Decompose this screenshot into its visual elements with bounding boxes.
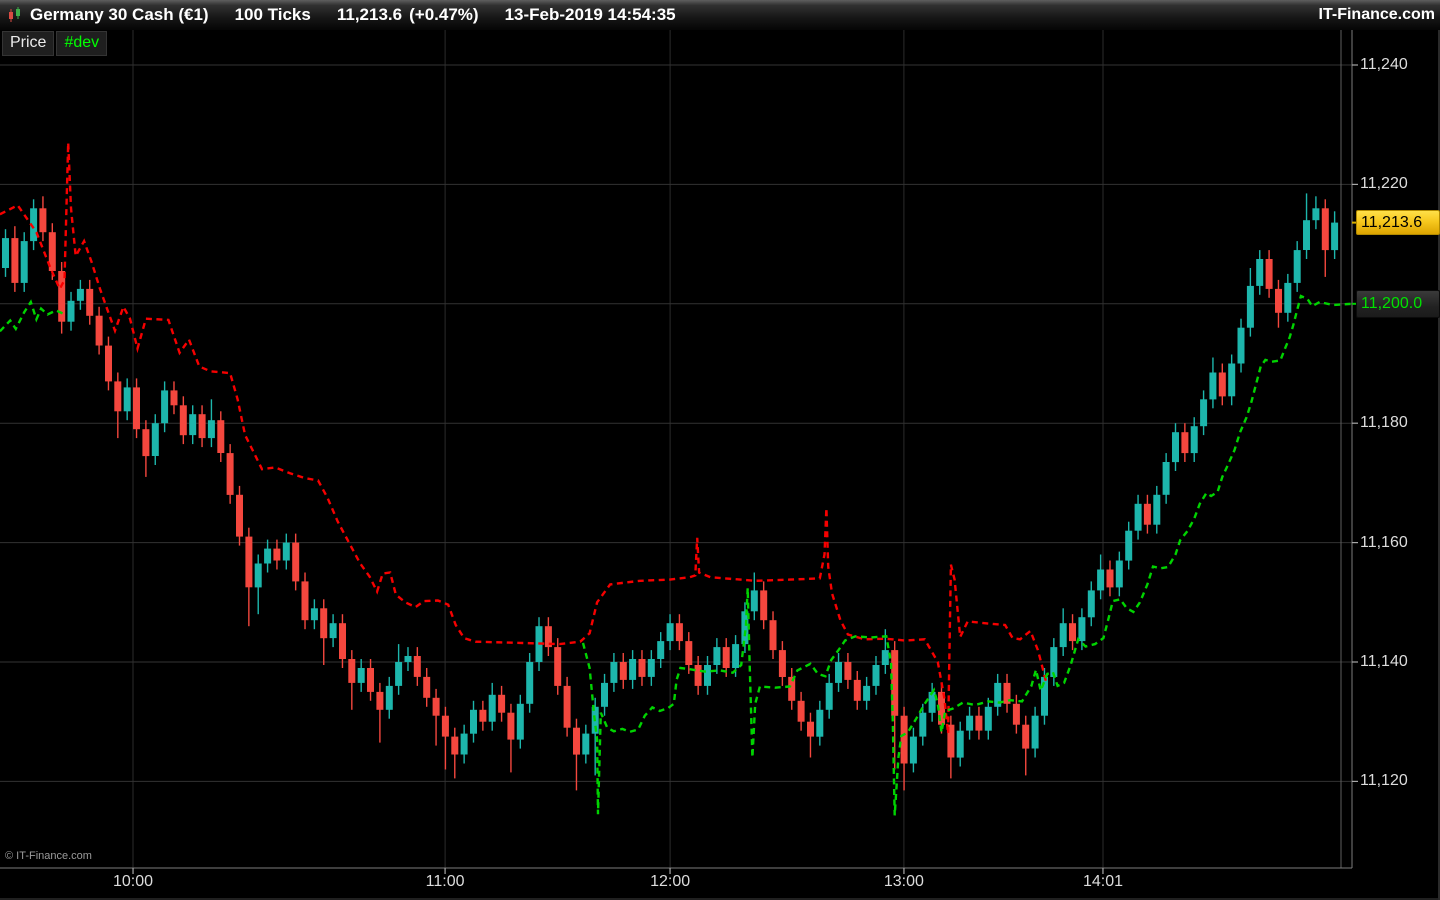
tab-price[interactable]: Price [2, 31, 55, 56]
price-axis-label: 11,220 [1360, 175, 1408, 193]
copyright-watermark: © IT-Finance.com [5, 850, 92, 862]
tab-dev-indicator[interactable]: #dev [56, 31, 108, 56]
price-axis-label: 11,120 [1360, 772, 1408, 790]
instrument-name: Germany 30 Cash (€1) [30, 5, 209, 24]
title-bar: Germany 30 Cash (€1) 100 Ticks 11,213.6 … [0, 0, 1440, 30]
band-price-marker: 11,200.0 [1356, 289, 1440, 318]
timeframe-label: 100 Ticks [234, 5, 311, 24]
time-axis-label: 12:00 [650, 873, 691, 890]
price-axis-label: 11,240 [1360, 56, 1408, 73]
time-axis-label: 11:00 [425, 873, 465, 890]
price-axis-label: 11,180 [1360, 414, 1408, 432]
brand-logo-text: IT-Finance.com [1318, 6, 1435, 23]
candlestick-icon [9, 7, 20, 22]
candlestick-series [2, 193, 1339, 791]
price-axis-label: 11,160 [1360, 533, 1408, 551]
datetime-label: 13-Feb-2019 14:54:35 [504, 5, 676, 24]
indicator-tabs: Price #dev [2, 31, 108, 56]
lower-band-line [0, 294, 1353, 816]
time-axis-label: 10:00 [112, 873, 154, 890]
upper-band-line [0, 142, 1048, 734]
time-axis-label: 14:01 [1082, 873, 1124, 890]
last-price-title: 11,213.6 [336, 5, 403, 24]
change-percent: (+0.47%) [409, 5, 479, 24]
price-axis-label: 11,140 [1360, 653, 1408, 670]
last-price-marker: 11,213.6 [1356, 209, 1440, 235]
time-axis-label: 13:00 [883, 873, 924, 890]
